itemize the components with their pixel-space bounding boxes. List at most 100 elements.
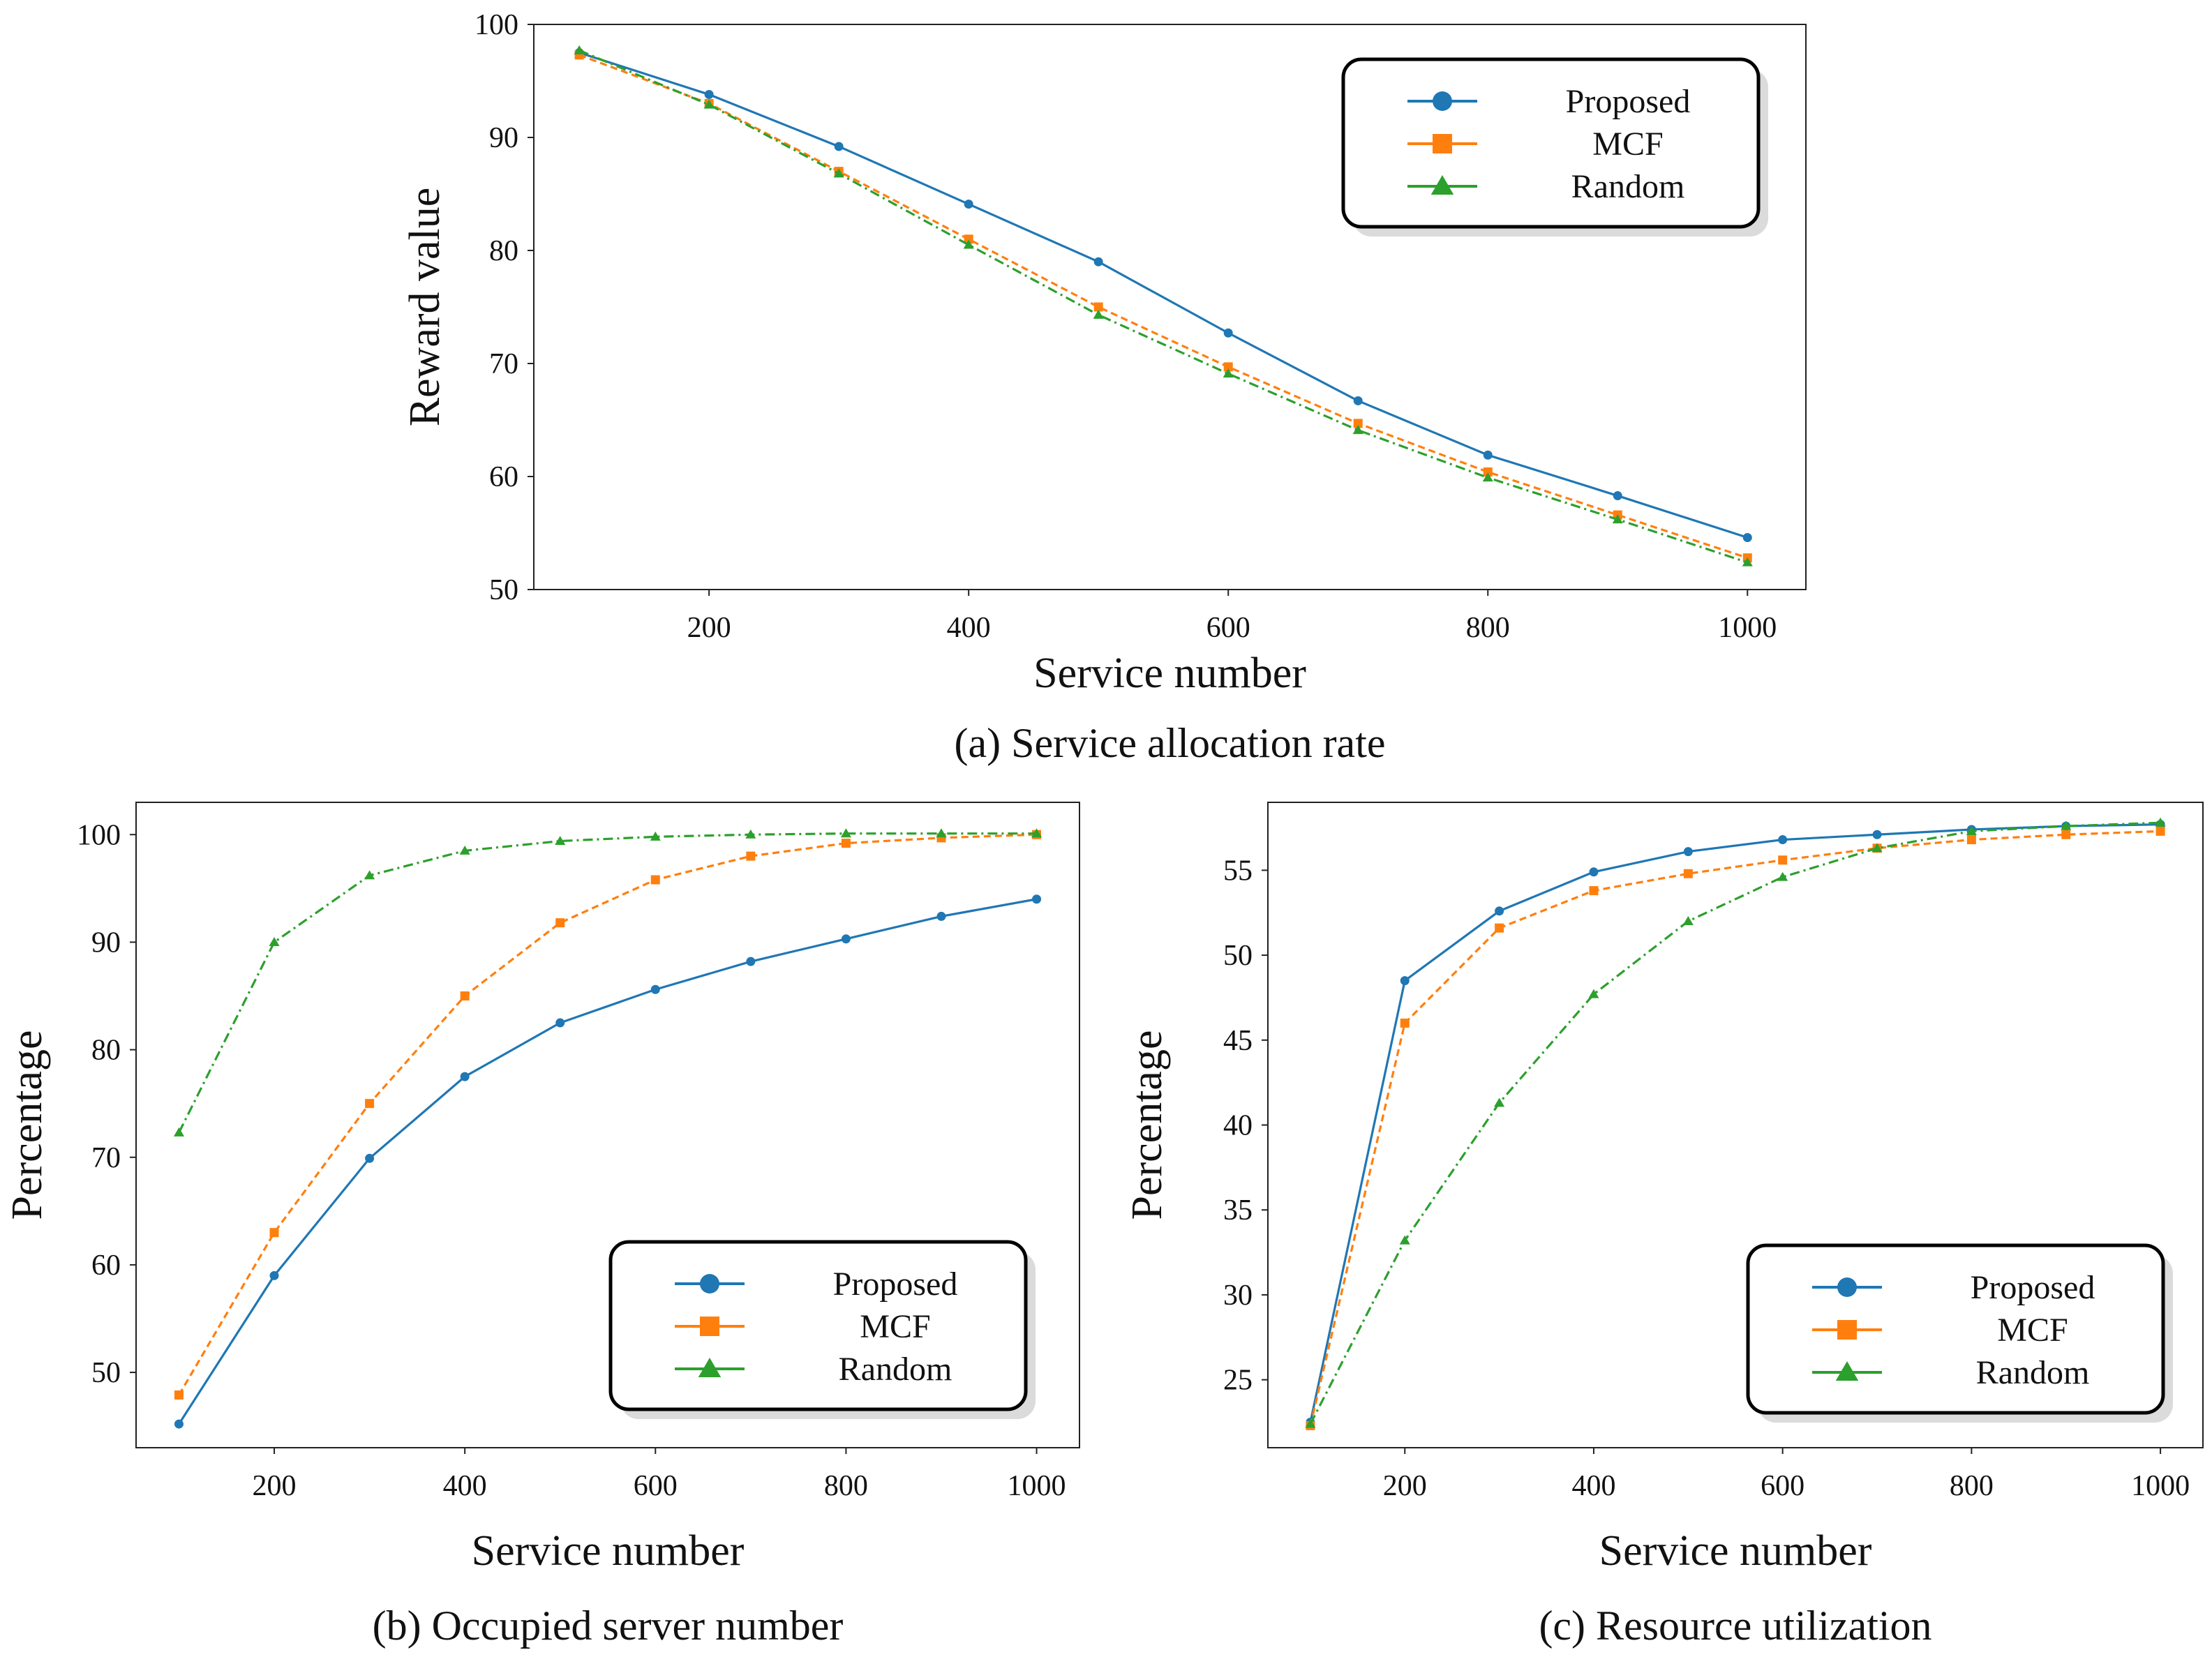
x-axis-label: Service number — [1599, 1527, 1872, 1575]
data-point-mcf — [650, 875, 660, 885]
legend: Proposed MCF Random — [1746, 1243, 2173, 1423]
panel-b-chart: 200 400 600 800 1000 50 60 70 80 90 100 Service num… — [3, 802, 1080, 1649]
legend-marker-random — [1835, 1361, 1859, 1381]
legend-marker-mcf — [1433, 134, 1452, 153]
y-tick-label: 45 — [1223, 1025, 1253, 1057]
y-tick-label: 90 — [91, 927, 121, 959]
legend-label-mcf: MCF — [1592, 126, 1663, 163]
x-tick-label: 1000 — [1008, 1470, 1066, 1502]
data-point-mcf — [1353, 419, 1363, 428]
legend-box — [608, 1240, 1028, 1411]
legend-label-random: Random — [839, 1351, 952, 1388]
legend: Proposed MCF Random — [608, 1240, 1036, 1419]
data-point-proposed — [1683, 847, 1693, 857]
data-point-random — [1223, 368, 1234, 378]
x-tick-label: 200 — [687, 612, 731, 644]
data-point-mcf — [1778, 855, 1788, 865]
data-point-mcf — [841, 839, 851, 848]
data-point-proposed — [365, 1153, 375, 1163]
data-point-mcf — [555, 918, 565, 928]
data-point-proposed — [174, 1419, 184, 1429]
legend-label-proposed: Proposed — [1971, 1269, 2095, 1306]
data-point-random — [936, 828, 947, 838]
data-point-proposed — [1872, 830, 1882, 839]
y-tick-label: 50 — [489, 574, 518, 606]
data-point-proposed — [704, 89, 714, 99]
figure-caption: (b) Occupied server number — [373, 1603, 844, 1649]
data-point-random — [2155, 817, 2166, 827]
data-point-mcf — [1495, 923, 1504, 933]
panel-c-chart: 200 400 600 800 1000 25 30 35 40 45 50 55 Service nu… — [1123, 802, 2204, 1649]
x-tick-label: 600 — [1761, 1470, 1804, 1502]
data-point-proposed — [555, 1018, 565, 1028]
legend-label-proposed: Proposed — [833, 1266, 958, 1303]
x-tick-label: 800 — [824, 1470, 868, 1502]
y-tick-label: 90 — [489, 122, 518, 154]
data-point-random — [703, 99, 715, 109]
figure-caption: (a) Service allocation rate — [955, 720, 1386, 766]
data-point-mcf — [1966, 835, 1976, 845]
data-point-proposed — [1613, 491, 1622, 501]
x-tick-label: 400 — [443, 1470, 487, 1502]
data-point-random — [173, 1127, 184, 1137]
data-point-random — [833, 168, 844, 178]
data-point-proposed — [1353, 396, 1363, 405]
data-point-random — [364, 870, 375, 880]
legend-box — [1341, 57, 1761, 229]
data-point-mcf — [1683, 869, 1693, 878]
plot-area-frame — [135, 802, 1080, 1448]
legend-box — [1746, 1243, 2165, 1415]
y-tick-label: 70 — [489, 348, 518, 380]
data-point-random — [1742, 557, 1753, 567]
legend-label-mcf: MCF — [860, 1308, 930, 1345]
data-point-random — [1966, 825, 1977, 835]
legend-marker-proposed — [1433, 91, 1452, 111]
data-point-random — [574, 45, 585, 54]
y-tick-label: 55 — [1223, 855, 1253, 887]
series-line-mcf — [1309, 830, 2161, 1426]
y-tick-label: 60 — [489, 461, 518, 493]
legend-label-mcf: MCF — [1997, 1312, 2068, 1349]
x-axis-label: Service number — [472, 1527, 745, 1575]
x-tick-label: 200 — [1383, 1470, 1427, 1502]
y-axis-label: Percentage — [1123, 1030, 1171, 1220]
data-point-random — [1093, 309, 1104, 319]
data-point-random — [1352, 425, 1363, 435]
data-point-random — [555, 836, 566, 846]
data-point-mcf — [746, 851, 756, 861]
series-line-random — [578, 49, 1748, 564]
panel-a-chart: 200 400 600 800 1000 50 60 70 80 90 100 Service num… — [401, 9, 1807, 766]
x-tick-label: 600 — [1206, 612, 1250, 644]
y-tick-label: 80 — [91, 1035, 121, 1067]
y-tick-label: 70 — [91, 1142, 121, 1174]
figure-caption: (c) Resource utilization — [1539, 1603, 1931, 1649]
data-point-random — [1777, 871, 1788, 881]
legend-label-random: Random — [1976, 1354, 2090, 1391]
x-tick-label: 600 — [634, 1470, 678, 1502]
y-axis-label: Reward value — [401, 188, 449, 427]
legend-label-proposed: Proposed — [1566, 83, 1691, 120]
data-point-proposed — [1400, 976, 1410, 986]
data-point-random — [459, 845, 470, 855]
data-point-proposed — [1742, 532, 1752, 542]
data-point-random — [1612, 514, 1623, 524]
data-point-proposed — [1483, 450, 1493, 460]
data-point-random — [1031, 828, 1043, 838]
data-point-mcf — [1483, 467, 1493, 477]
data-point-random — [1682, 915, 1694, 925]
y-tick-label: 40 — [1223, 1110, 1253, 1142]
x-tick-label: 800 — [1466, 612, 1510, 644]
data-point-random — [1494, 1097, 1505, 1107]
y-tick-label: 60 — [91, 1250, 121, 1282]
data-point-mcf — [1093, 302, 1103, 312]
data-point-random — [963, 239, 974, 249]
x-tick-label: 1000 — [1718, 612, 1777, 644]
data-point-proposed — [1778, 835, 1788, 845]
y-tick-label: 100 — [77, 819, 121, 851]
data-point-proposed — [936, 911, 946, 921]
x-tick-label: 200 — [253, 1470, 297, 1502]
data-point-proposed — [460, 1072, 470, 1081]
data-point-proposed — [1589, 867, 1599, 877]
data-point-mcf — [1589, 886, 1599, 896]
x-tick-label: 1000 — [2131, 1470, 2190, 1502]
